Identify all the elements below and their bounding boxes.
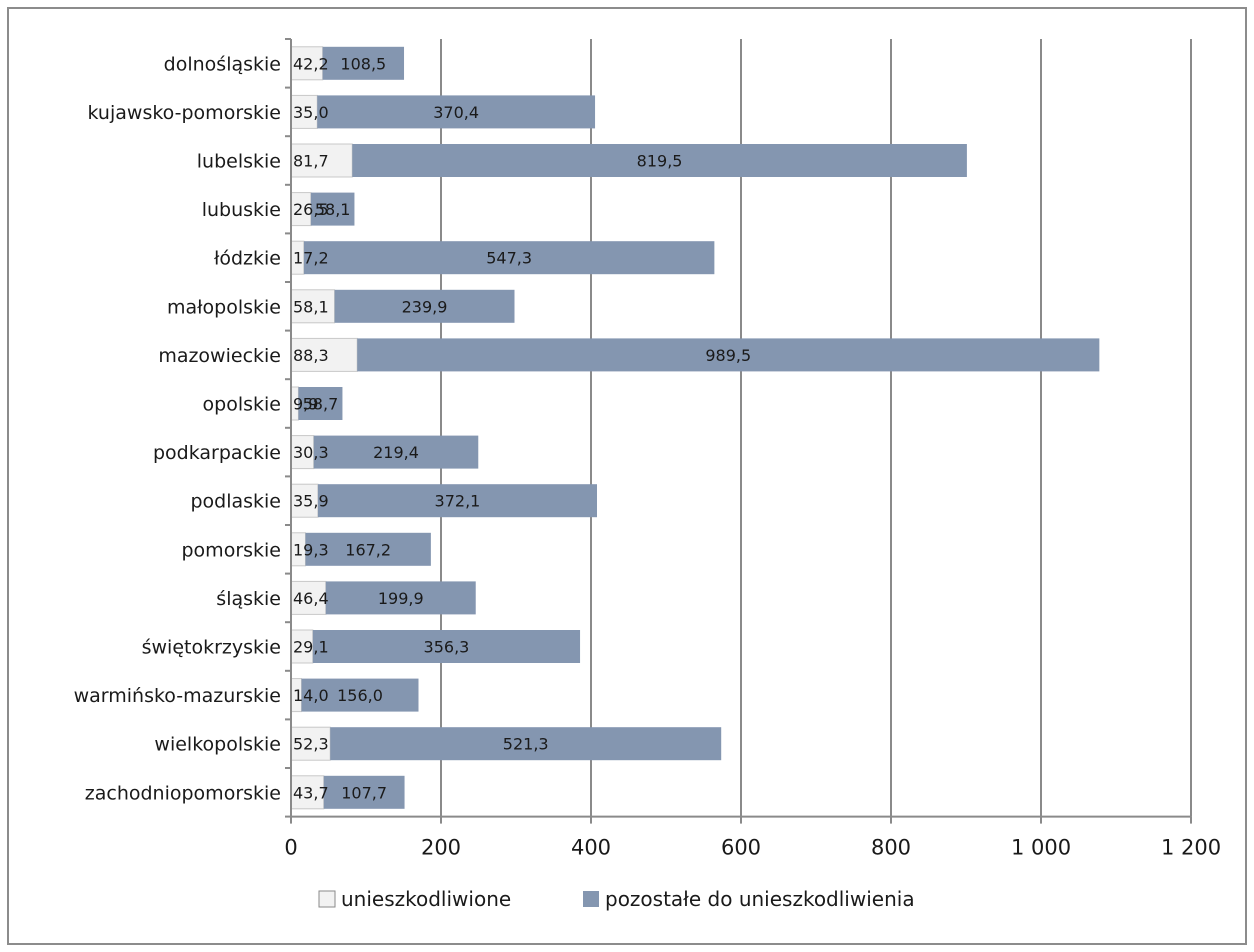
- category-label: świętokrzyskie: [142, 637, 281, 659]
- data-label: 88,3: [293, 346, 329, 365]
- category-label: łódzkie: [214, 248, 281, 270]
- bar-pozostale: [325, 581, 476, 615]
- category-label: lubuskie: [202, 199, 281, 221]
- bar-pozostale: [357, 338, 1100, 372]
- data-label: 58,1: [293, 297, 329, 316]
- data-label: 199,9: [378, 589, 424, 608]
- x-tick-label: 1 200: [1161, 836, 1221, 860]
- category-label: kujawsko-pomorskie: [88, 102, 281, 124]
- data-label: 167,2: [345, 540, 391, 559]
- legend: unieszkodliwione pozostałe do unieszkodli…: [318, 887, 915, 911]
- data-label: 108,5: [340, 54, 386, 73]
- bar-unieszkodliwione: [290, 775, 325, 810]
- data-label: 42,2: [293, 54, 329, 73]
- category-label: dolnośląskie: [164, 53, 281, 75]
- data-label: 14,0: [293, 686, 329, 705]
- data-label: 521,3: [503, 735, 549, 754]
- bar-unieszkodliwione: [290, 46, 324, 81]
- bar-pozostale: [330, 727, 722, 761]
- category-label: podkarpackie: [153, 442, 281, 464]
- data-label: 58,1: [315, 200, 351, 219]
- bar-pozostale: [310, 192, 355, 226]
- data-label: 356,3: [424, 638, 470, 657]
- bar-pozostale: [313, 435, 479, 469]
- category-label: pomorskie: [182, 539, 282, 561]
- category-label: lubelskie: [197, 151, 281, 173]
- category-label: wielkopolskie: [154, 734, 281, 756]
- bar-pozostale: [303, 241, 715, 275]
- x-tick-label: 800: [871, 836, 911, 860]
- category-label: podlaskie: [190, 491, 281, 513]
- data-label: 81,7: [293, 152, 329, 171]
- data-label: 58,7: [303, 395, 339, 414]
- bar-pozostale: [317, 95, 596, 129]
- bar-pozostale: [352, 144, 967, 177]
- data-label: 156,0: [337, 686, 383, 705]
- legend-label: pozostałe do unieszkodliwienia: [605, 887, 915, 911]
- bar-pozostale: [322, 46, 405, 80]
- data-label: 17,2: [293, 249, 329, 268]
- category-label: mazowieckie: [158, 345, 281, 367]
- bar-pozostale: [298, 387, 343, 420]
- bar-pozostale: [334, 289, 515, 323]
- category-label: zachodniopomorskie: [85, 782, 281, 804]
- bar-unieszkodliwione: [290, 289, 336, 324]
- data-label: 29,1: [293, 638, 329, 657]
- data-label: 819,5: [637, 152, 683, 171]
- bar-pozostale: [317, 484, 597, 518]
- bar-unieszkodliwione: [290, 143, 353, 178]
- axes: 0 200 400 600 800 1 000 1 200: [284, 38, 1221, 860]
- category-label: opolskie: [203, 394, 281, 416]
- bar-unieszkodliwione: [290, 726, 331, 761]
- bars: [290, 46, 1100, 810]
- bar-pozostale: [323, 775, 405, 809]
- category-label: małopolskie: [167, 296, 281, 318]
- bar-unieszkodliwione: [290, 580, 327, 615]
- data-label: 219,4: [373, 443, 419, 462]
- category-label: śląskie: [216, 588, 281, 610]
- data-label: 19,3: [293, 540, 329, 559]
- labels: 42,2 108,5 dolnośląskie 35,0 370,4 kujawsko-p…: [74, 53, 752, 804]
- data-label: 239,9: [402, 297, 448, 316]
- x-tick-label: 0: [284, 836, 297, 860]
- x-tick-label: 400: [571, 836, 611, 860]
- chart-frame: 0 200 400 600 800 1 000 1 200 42,2 108,5 dolnośl…: [7, 7, 1247, 945]
- legend-label: unieszkodliwione: [341, 887, 511, 911]
- data-label: 46,4: [293, 589, 329, 608]
- x-tick-label: 200: [421, 836, 461, 860]
- x-tick-label: 600: [721, 836, 761, 860]
- data-label: 30,3: [293, 443, 329, 462]
- data-label: 107,7: [341, 783, 387, 802]
- data-label: 9,9: [293, 395, 318, 414]
- category-label: warmińsko-mazurskie: [74, 685, 281, 707]
- bar-pozostale: [312, 630, 581, 663]
- stacked-bar-chart: 0 200 400 600 800 1 000 1 200 42,2 108,5 dolnośl…: [74, 38, 1221, 911]
- data-label: 372,1: [435, 492, 481, 511]
- data-label: 547,3: [486, 249, 532, 268]
- data-label: 370,4: [433, 103, 479, 122]
- bar-pozostale: [301, 678, 419, 712]
- data-label: 43,7: [293, 783, 329, 802]
- data-label: 989,5: [705, 346, 751, 365]
- data-label: 52,3: [293, 735, 329, 754]
- legend-swatch: [318, 890, 336, 908]
- data-label: 35,9: [293, 492, 329, 511]
- x-tick-label: 1 000: [1011, 836, 1071, 860]
- data-label: 26,5: [293, 200, 329, 219]
- legend-swatch: [583, 891, 599, 907]
- data-label: 35,0: [293, 103, 329, 122]
- bar-pozostale: [305, 532, 431, 566]
